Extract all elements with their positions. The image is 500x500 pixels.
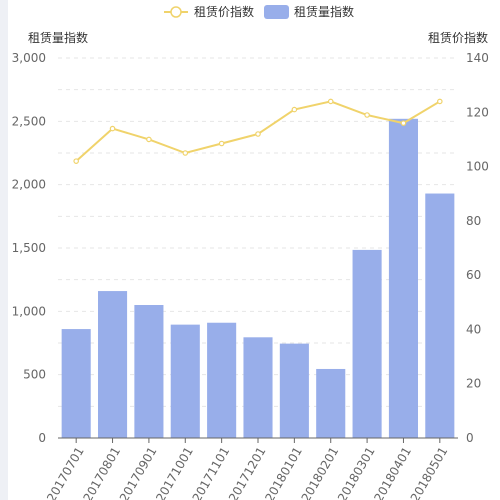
bar-20171201 — [243, 337, 273, 438]
x-tick-label: 20170701 — [44, 445, 87, 500]
y-tick-label: 2,500 — [12, 114, 46, 128]
y-tick-label: 2,000 — [12, 178, 46, 192]
y-tick-label: 0 — [38, 431, 46, 445]
price-point-20171201 — [255, 131, 261, 137]
y2-tick-label: 80 — [466, 214, 481, 228]
legend-item-bar[interactable]: 租赁量指数 — [264, 4, 354, 19]
x-tick-label: 20180101 — [262, 445, 305, 500]
price-point-20170701 — [73, 158, 79, 164]
price-point-20171001 — [182, 150, 189, 156]
bar-20180501 — [425, 193, 455, 438]
price-point-20170901 — [146, 136, 152, 143]
y2-tick-label: 60 — [466, 268, 481, 282]
y-axis-title: 租赁量指数 — [28, 30, 88, 45]
price-point-20180301 — [364, 112, 370, 118]
legend-label-line: 租赁价指数 — [194, 4, 254, 19]
price-point-20180401 — [400, 120, 407, 126]
price-point-20180501 — [437, 98, 443, 105]
y2-tick-label: 140 — [466, 51, 489, 65]
bar-20180101 — [279, 343, 309, 438]
bar-20170801 — [98, 291, 128, 438]
legend: 租赁价指数 租赁量指数 — [164, 4, 354, 19]
price-point-20180201 — [327, 98, 334, 105]
y2-tick-label: 40 — [466, 322, 481, 336]
y-tick-label: 500 — [23, 368, 46, 382]
x-tick-label: 20170901 — [117, 445, 160, 500]
y2-tick-label: 0 — [466, 431, 474, 445]
x-tick-label: 20180301 — [335, 445, 378, 500]
left-edge-strip — [0, 0, 8, 500]
line-layer — [73, 98, 443, 164]
x-tick-label: 20170801 — [80, 445, 123, 500]
bar-layer — [61, 118, 455, 439]
bar-20171101 — [207, 322, 237, 438]
legend-item-line[interactable]: 租赁价指数 — [164, 4, 254, 19]
x-tick-label: 20180501 — [408, 445, 451, 500]
x-tick-label: 20171201 — [226, 445, 269, 500]
bar-20180401 — [388, 118, 418, 439]
legend-bar-swatch — [264, 5, 289, 19]
bar-20170701 — [61, 329, 91, 438]
price-point-20171101 — [218, 140, 225, 147]
bar-20170901 — [134, 305, 164, 438]
price-point-20180101 — [291, 106, 298, 113]
y-tick-label: 1,500 — [12, 241, 46, 255]
y-tick-label: 1,000 — [12, 304, 46, 318]
legend-line-marker — [170, 6, 182, 18]
price-point-20170801 — [109, 125, 116, 132]
x-tick-label: 20180401 — [371, 445, 414, 500]
bar-20180201 — [316, 368, 346, 438]
x-tick-label: 20171001 — [153, 445, 196, 500]
legend-label-bar: 租赁量指数 — [294, 4, 354, 19]
y-tick-label: 3,000 — [12, 51, 46, 65]
y2-tick-label: 100 — [466, 160, 489, 174]
x-tick-label: 20171101 — [190, 445, 233, 500]
y2-axis-title: 租赁价指数 — [428, 30, 488, 45]
y2-tick-label: 20 — [466, 377, 481, 391]
y2-tick-label: 120 — [466, 105, 489, 119]
bar-20180301 — [352, 249, 382, 438]
x-tick-label: 20180201 — [299, 445, 342, 500]
bar-20171001 — [170, 324, 200, 438]
